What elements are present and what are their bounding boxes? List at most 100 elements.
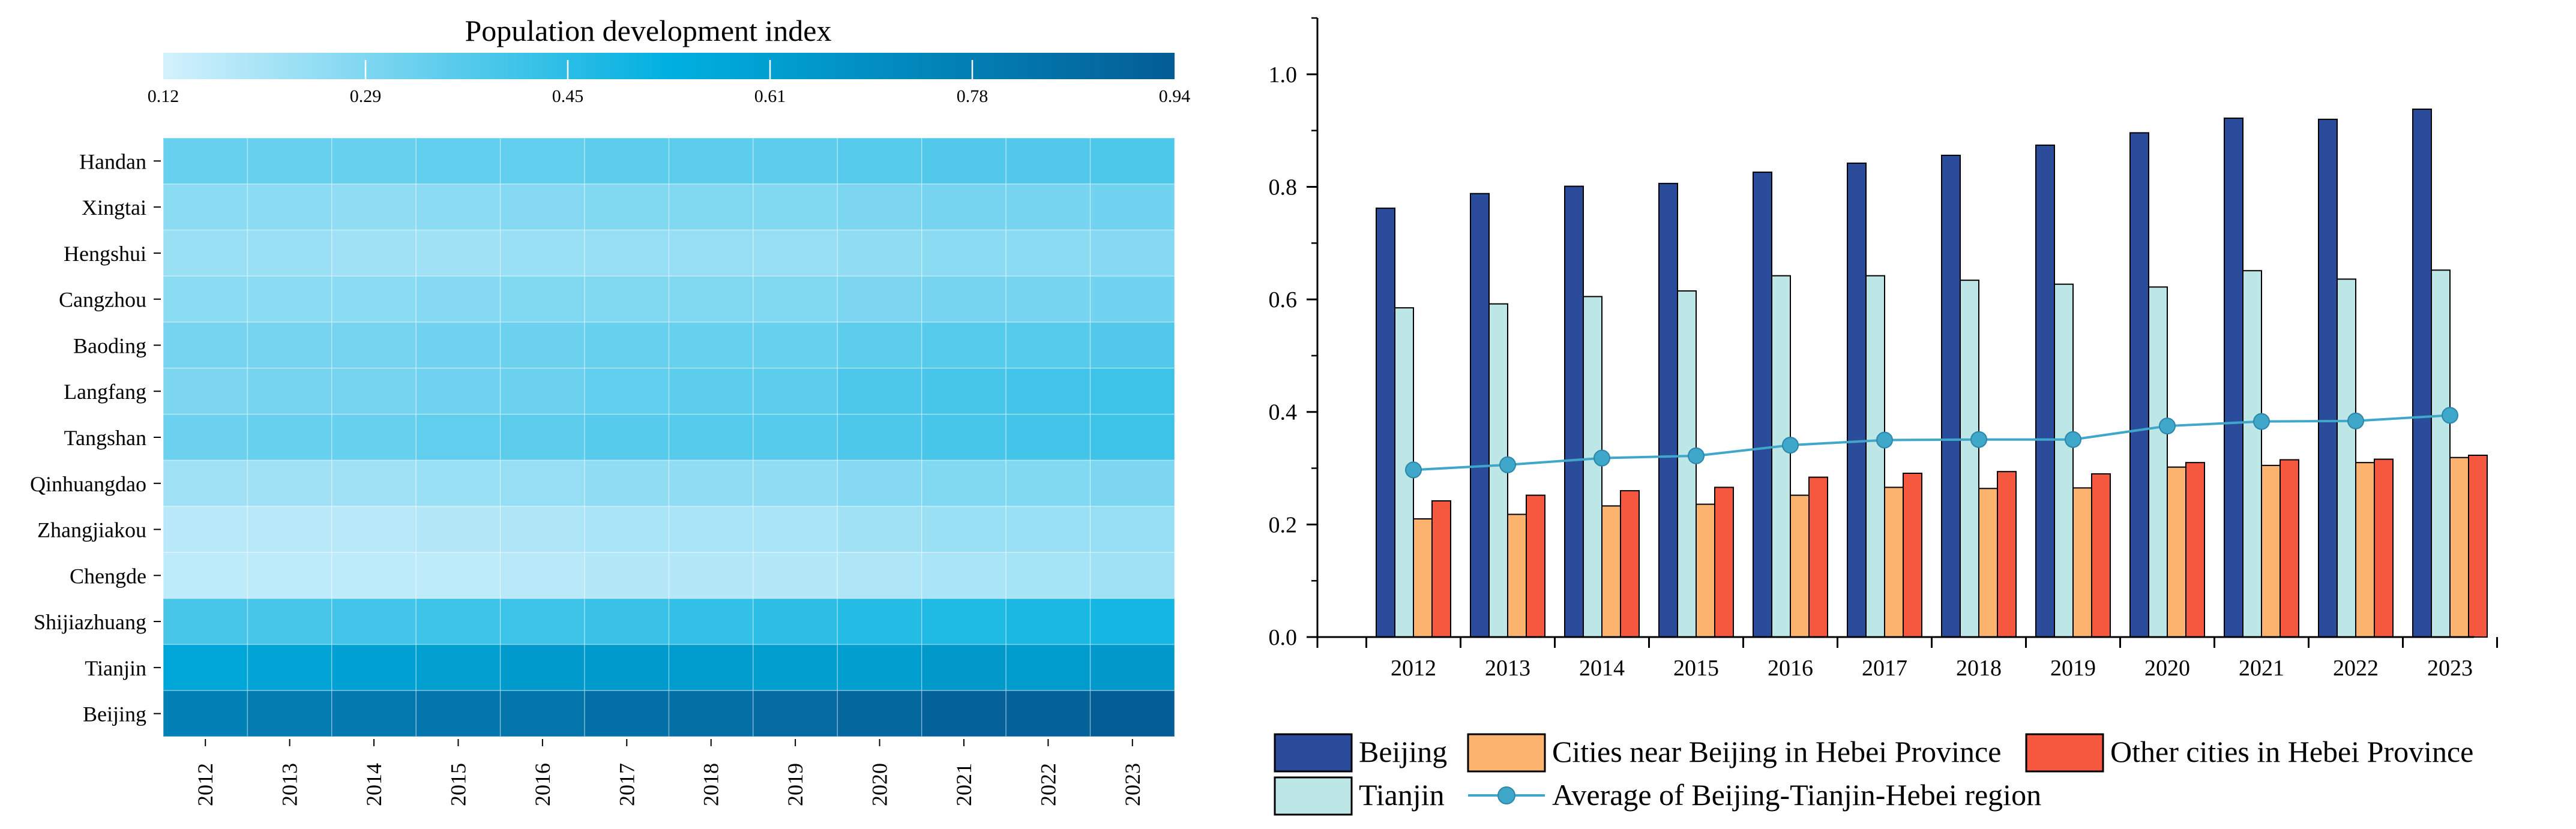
bar-cities-near-beijing-in-hebei-province: Cities near Beijing in Hebei Province 20… — [1601, 505, 1621, 638]
heatmap-cell: Langfang 2016: 0.32 — [499, 368, 585, 415]
heatmap-cell: Xingtai 2023: 0.31 — [1089, 184, 1175, 231]
heatmap-cell: Baoding 2023: 0.37 — [1089, 322, 1175, 369]
heatmap-column-label: 2014 — [362, 763, 386, 806]
heatmap-cell: Langfang 2018: 0.35 — [668, 368, 754, 415]
heatmap-cell: Shijiazhuang 2017: 0.42 — [584, 597, 670, 645]
heatmap-cell: Langfang 2021: 0.39 — [921, 368, 1007, 415]
bar-cities-near-beijing-in-hebei-province: Cities near Beijing in Hebei Province 20… — [2261, 464, 2281, 638]
heatmap-cell: Chengde 2017: 0.18 — [584, 552, 670, 599]
heatmap-cell: Zhangjiakou 2012: 0.17 — [163, 506, 248, 553]
bar-beijing: Beijing 2020: 0.896 — [2129, 132, 2149, 638]
colorbar-tick-label: 0.94 — [1159, 86, 1191, 106]
bar-cities-near-beijing-in-hebei-province: Cities near Beijing in Hebei Province 20… — [1413, 518, 1433, 638]
bar-beijing: Beijing 2013: 0.788 — [1470, 193, 1490, 638]
bar-tianjin: Tianjin 2016: 0.642 — [1771, 275, 1791, 638]
heatmap-cell: Baoding 2014: 0.3 — [331, 322, 417, 369]
heatmap-cell: Xingtai 2017: 0.28 — [584, 184, 670, 231]
heatmap-cell: Baoding 2022: 0.36 — [1005, 322, 1091, 369]
heatmap-row-label: Tangshan — [64, 426, 146, 450]
heatmap-cell: Cangzhou 2015: 0.27 — [415, 275, 501, 323]
heatmap-cell: Tianjin 2018: 0.63 — [668, 644, 754, 691]
heatmap-cell: Cangzhou 2021: 0.3 — [921, 275, 1007, 323]
heatmap-cell: Shijiazhuang 2013: 0.39 — [247, 597, 333, 645]
heatmap-row-label: Shijiazhuang — [34, 610, 146, 634]
bar-cities-near-beijing-in-hebei-province: Cities near Beijing in Hebei Province 20… — [2449, 456, 2469, 638]
legend-marker — [1497, 786, 1515, 804]
legend-label: Average of Beijing-Tianjin-Hebei region — [1552, 778, 2041, 812]
heatmap-cell: Tangshan 2020: 0.38 — [837, 413, 922, 461]
heatmap-cell: Chengde 2013: 0.16 — [247, 552, 333, 599]
heatmap-cell: Chengde 2016: 0.17 — [499, 552, 585, 599]
x-tick-label: 2021 — [2239, 656, 2284, 681]
x-tick-label: 2018 — [1956, 656, 2002, 681]
heatmap-cell: Beijing 2014: 0.8 — [331, 690, 417, 737]
colorbar-tick-label: 0.29 — [350, 86, 382, 106]
average-line-point — [2253, 413, 2270, 430]
bar-beijing: Beijing 2019: 0.874 — [2035, 145, 2055, 638]
heatmap-cell: Hengshui 2020: 0.25 — [837, 229, 922, 277]
bar-cities-near-beijing-in-hebei-province: Cities near Beijing in Hebei Province 20… — [2072, 487, 2092, 638]
heatmap-cell: Baoding 2015: 0.31 — [415, 322, 501, 369]
heatmap-cell: Baoding 2021: 0.36 — [921, 322, 1007, 369]
bar-chart-panel: Beijing 2012: 0.762Tianjin 2012: 0.585Ci… — [1269, 17, 2498, 816]
heatmap-cell: Xingtai 2014: 0.25 — [331, 184, 417, 231]
heatmap-cell: Chengde 2014: 0.16 — [331, 552, 417, 599]
heatmap-cell: Langfang 2023: 0.41 — [1089, 368, 1175, 415]
heatmap-cell: Beijing 2020: 0.89 — [837, 690, 922, 737]
heatmap-column-label: 2019 — [783, 763, 807, 806]
bar-beijing: Beijing 2014: 0.801 — [1564, 185, 1584, 638]
heatmap-cell: Handan 2017: 0.35 — [584, 137, 670, 185]
bar-cities-near-beijing-in-hebei-province: Cities near Beijing in Hebei Province 20… — [2355, 462, 2375, 638]
heatmap-cell: Langfang 2020: 0.38 — [837, 368, 922, 415]
heatmap-row-label: Cangzhou — [59, 288, 146, 312]
bar-beijing: Beijing 2021: 0.922 — [2224, 117, 2243, 638]
bar-other-cities-in-hebei-province: Other cities in Hebei Province 2021: 0.3… — [2280, 459, 2299, 638]
bar-other-cities-in-hebei-province: Other cities in Hebei Province 2023: 0.3… — [2468, 454, 2488, 638]
heatmap-cell: Cangzhou 2019: 0.28 — [753, 275, 838, 323]
heatmap-cell: Beijing 2015: 0.81 — [415, 690, 501, 737]
heatmap-cell: Handan 2013: 0.33 — [247, 137, 333, 185]
bar-other-cities-in-hebei-province: Other cities in Hebei Province 2015: 0.2… — [1714, 486, 1734, 638]
bar-beijing: Beijing 2015: 0.806 — [1658, 182, 1678, 638]
heatmap-cell: Zhangjiakou 2014: 0.17 — [331, 506, 417, 553]
bar-beijing: Beijing 2016: 0.826 — [1753, 172, 1772, 638]
heatmap-cell: Cangzhou 2018: 0.28 — [668, 275, 754, 323]
legend-swatch — [1274, 733, 1353, 773]
heatmap-cell: Tangshan 2022: 0.4 — [1005, 413, 1091, 461]
legend-swatch — [1274, 776, 1353, 816]
colorbar-tick-label: 0.45 — [552, 86, 584, 106]
heatmap-cell: Qinhuangdao 2012: 0.22 — [163, 459, 248, 507]
heatmap-cell: Qinhuangdao 2016: 0.24 — [499, 459, 585, 507]
bar-tianjin: Tianjin 2019: 0.627 — [2054, 283, 2074, 638]
heatmap-cell: Cangzhou 2012: 0.26 — [163, 275, 248, 323]
heatmap-cell: Zhangjiakou 2019: 0.2 — [753, 506, 838, 553]
heatmap-cell: Shijiazhuang 2020: 0.46 — [837, 597, 922, 645]
heatmap-cell: Tianjin 2022: 0.63 — [1005, 644, 1091, 691]
heatmap-cell: Qinhuangdao 2023: 0.29 — [1089, 459, 1175, 507]
heatmap-cell: Beijing 2023: 0.94 — [1089, 690, 1175, 737]
heatmap-cell: Tangshan 2012: 0.32 — [163, 413, 248, 461]
heatmap-cell: Xingtai 2013: 0.26 — [247, 184, 333, 231]
average-line-point — [1782, 437, 1799, 454]
heatmap-cell: Beijing 2016: 0.82 — [499, 690, 585, 737]
heatmap-cell: Hengshui 2016: 0.23 — [499, 229, 585, 277]
heatmap-cell: Hengshui 2015: 0.22 — [415, 229, 501, 277]
heatmap-column-labels: 2012 2013 2014 2015 2016 2017 2018 2019 2020 2021… — [193, 739, 1145, 806]
heatmap-cell: Tangshan 2023: 0.41 — [1089, 413, 1175, 461]
y-tick-label: 0.4 — [1269, 400, 1298, 425]
heatmap-cell: Hengshui 2012: 0.23 — [163, 229, 248, 277]
heatmap-cell: Cangzhou 2017: 0.28 — [584, 275, 670, 323]
heatmap-cell: Zhangjiakou 2023: 0.24 — [1089, 506, 1175, 553]
heatmap-cell: Handan 2019: 0.35 — [753, 137, 838, 185]
heatmap-cell: Shijiazhuang 2015: 0.41 — [415, 597, 501, 645]
heatmap-row-label: Zhangjiakou — [37, 518, 146, 542]
bar-chart-legend: Beijing Cities near Beijing in Hebei Prov… — [1274, 733, 2473, 816]
bar-cities-near-beijing-in-hebei-province: Cities near Beijing in Hebei Province 20… — [1978, 488, 1998, 638]
heatmap-cell: Beijing 2012: 0.76 — [163, 690, 248, 737]
bar-cities-near-beijing-in-hebei-province: Cities near Beijing in Hebei Province 20… — [2167, 466, 2186, 638]
x-tick-label: 2022 — [2333, 656, 2379, 681]
heatmap-cell: Baoding 2018: 0.33 — [668, 322, 754, 369]
heatmap-column-label: 2018 — [699, 763, 723, 806]
x-tick-label: 2023 — [2427, 656, 2473, 681]
bar-beijing: Beijing 2012: 0.762 — [1376, 208, 1395, 638]
